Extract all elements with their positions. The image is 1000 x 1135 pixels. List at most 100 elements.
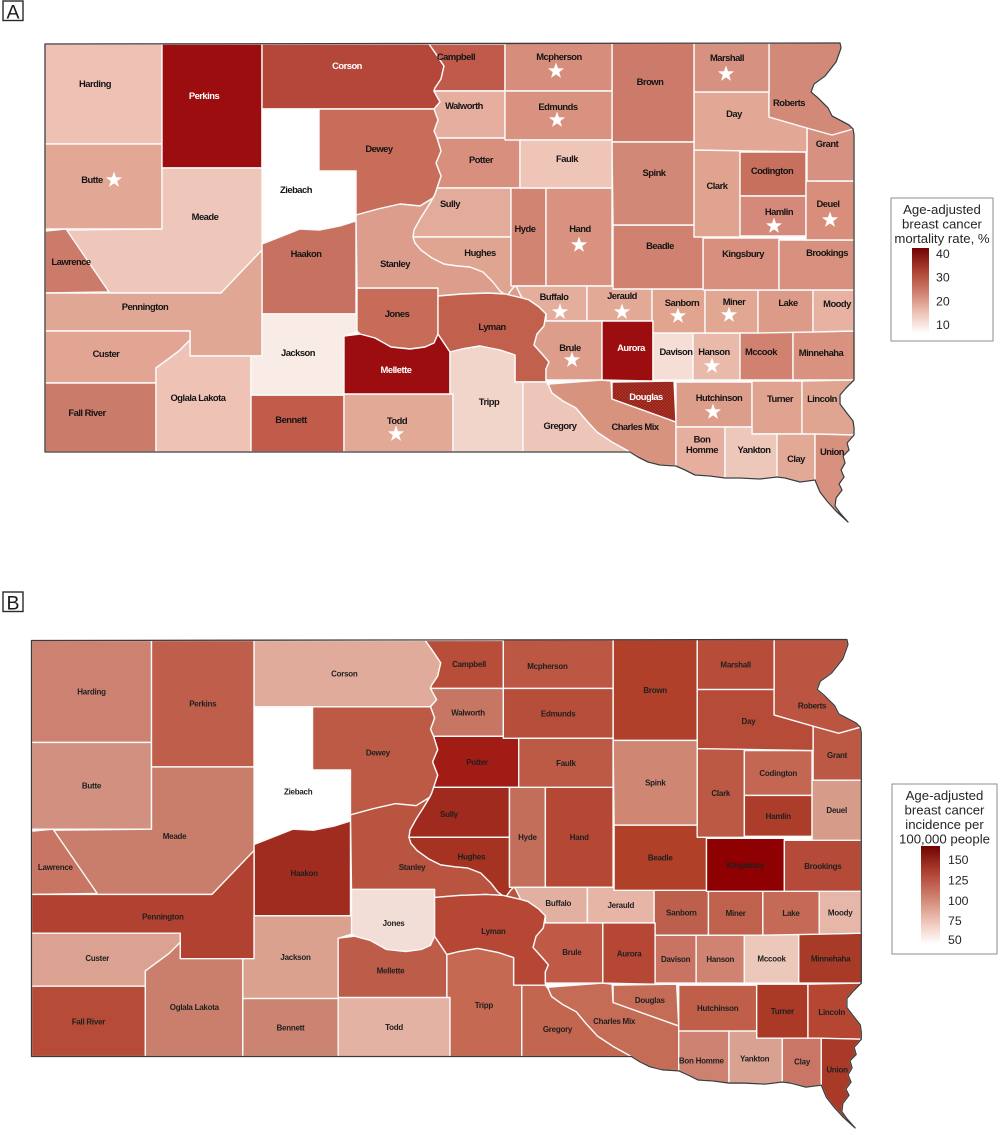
svg-text:Charles Mix: Charles Mix <box>611 421 659 432</box>
svg-text:Edmunds: Edmunds <box>541 709 576 718</box>
svg-text:Brown: Brown <box>643 686 667 695</box>
svg-text:150: 150 <box>948 853 969 867</box>
svg-text:Lincoln: Lincoln <box>818 1008 845 1017</box>
svg-text:Turner: Turner <box>771 1007 794 1016</box>
svg-text:Spink: Spink <box>642 167 666 178</box>
svg-text:Day: Day <box>742 717 757 726</box>
svg-text:Turner: Turner <box>767 393 794 404</box>
svg-text:B: B <box>6 592 19 614</box>
svg-text:Dewey: Dewey <box>366 749 391 758</box>
svg-text:Lyman: Lyman <box>481 927 506 936</box>
svg-text:Bennett: Bennett <box>275 414 307 425</box>
svg-text:Perkins: Perkins <box>189 700 217 709</box>
svg-text:Day: Day <box>726 108 743 119</box>
svg-text:Oglala Lakota: Oglala Lakota <box>171 392 227 403</box>
svg-text:Davison: Davison <box>661 955 691 964</box>
svg-text:Buffalo: Buffalo <box>540 291 570 302</box>
svg-text:Fall River: Fall River <box>72 1017 106 1026</box>
svg-text:Yankton: Yankton <box>740 1055 770 1064</box>
svg-text:Jones: Jones <box>383 919 406 928</box>
svg-text:Age-adjusted: Age-adjusted <box>903 202 981 217</box>
svg-text:Moody: Moody <box>823 298 852 309</box>
svg-text:Potter: Potter <box>469 154 494 165</box>
svg-text:Lawrence: Lawrence <box>38 863 74 872</box>
svg-text:Hanson: Hanson <box>698 346 730 357</box>
svg-text:Clark: Clark <box>711 789 731 798</box>
svg-text:Stanley: Stanley <box>380 258 411 269</box>
svg-text:Lyman: Lyman <box>478 321 506 332</box>
svg-text:Brule: Brule <box>562 948 582 957</box>
svg-text:100,000 people: 100,000 people <box>899 832 990 847</box>
svg-text:Charles Mix: Charles Mix <box>593 1017 636 1026</box>
svg-text:mortality rate, %: mortality rate, % <box>894 231 990 246</box>
svg-text:Bon: Bon <box>694 434 711 445</box>
svg-text:Roberts: Roberts <box>773 97 805 108</box>
svg-text:Clay: Clay <box>794 1058 811 1067</box>
svg-text:Todd: Todd <box>385 1023 403 1032</box>
svg-text:125: 125 <box>948 874 969 888</box>
svg-text:Aurora: Aurora <box>617 342 646 353</box>
svg-text:Moody: Moody <box>828 909 853 918</box>
svg-text:Sully: Sully <box>440 810 459 819</box>
svg-text:Gregory: Gregory <box>544 420 578 431</box>
svg-text:Tripp: Tripp <box>479 396 500 407</box>
svg-text:Haakon: Haakon <box>290 869 318 878</box>
svg-text:Bennett: Bennett <box>277 1023 306 1032</box>
svg-text:Jackson: Jackson <box>280 953 311 962</box>
svg-text:Mcpherson: Mcpherson <box>536 51 582 62</box>
svg-text:20: 20 <box>936 294 950 308</box>
svg-text:Grant: Grant <box>816 138 839 149</box>
svg-text:Butte: Butte <box>81 174 103 185</box>
svg-text:Campbell: Campbell <box>452 660 486 669</box>
svg-text:Ziebach: Ziebach <box>284 787 313 796</box>
svg-text:Haakon: Haakon <box>291 248 323 259</box>
svg-text:Corson: Corson <box>332 60 363 71</box>
svg-text:Marshall: Marshall <box>720 660 750 669</box>
svg-text:Sanborn: Sanborn <box>665 297 700 308</box>
svg-text:Walworth: Walworth <box>445 100 484 111</box>
svg-text:Kingsbury: Kingsbury <box>727 861 765 870</box>
svg-text:40: 40 <box>936 247 950 261</box>
svg-text:Mccook: Mccook <box>757 955 786 964</box>
svg-text:Custer: Custer <box>93 348 121 359</box>
svg-text:Douglas: Douglas <box>629 391 663 402</box>
svg-text:Codington: Codington <box>751 165 794 176</box>
svg-text:Dewey: Dewey <box>365 143 393 154</box>
svg-text:Walworth: Walworth <box>451 708 485 717</box>
svg-text:Yankton: Yankton <box>738 444 772 455</box>
svg-text:Buffalo: Buffalo <box>545 899 571 908</box>
svg-text:Faulk: Faulk <box>556 759 576 768</box>
svg-text:Mellette: Mellette <box>381 364 412 375</box>
svg-text:Hughes: Hughes <box>464 247 496 258</box>
svg-text:Todd: Todd <box>387 415 408 426</box>
svg-text:Brown: Brown <box>637 76 664 87</box>
svg-text:Hutchinson: Hutchinson <box>697 1004 739 1013</box>
svg-text:Davison: Davison <box>660 346 694 357</box>
svg-text:Gregory: Gregory <box>543 1025 573 1034</box>
svg-text:incidence per: incidence per <box>905 817 984 832</box>
svg-text:Jerauld: Jerauld <box>607 290 638 301</box>
svg-text:Campbell: Campbell <box>437 51 475 62</box>
svg-text:Jackson: Jackson <box>281 347 316 358</box>
svg-text:Kingsbury: Kingsbury <box>722 248 765 259</box>
svg-text:Miner: Miner <box>726 909 746 918</box>
svg-text:Hanson: Hanson <box>706 955 734 964</box>
svg-text:Clark: Clark <box>707 180 729 191</box>
svg-text:Ziebach: Ziebach <box>280 184 313 195</box>
svg-text:Harding: Harding <box>77 687 106 696</box>
svg-text:Hughes: Hughes <box>458 852 487 861</box>
svg-text:10: 10 <box>936 318 950 332</box>
svg-text:Homme: Homme <box>686 444 718 455</box>
svg-text:Oglala Lakota: Oglala Lakota <box>170 1003 220 1012</box>
svg-text:Fall River: Fall River <box>68 407 106 418</box>
svg-text:Pennington: Pennington <box>122 301 169 312</box>
svg-text:Miner: Miner <box>723 296 746 307</box>
svg-text:Hand: Hand <box>570 833 589 842</box>
svg-text:Tripp: Tripp <box>475 1001 494 1010</box>
svg-text:Age-adjusted: Age-adjusted <box>906 788 984 803</box>
svg-text:Grant: Grant <box>827 751 848 760</box>
svg-text:Brookings: Brookings <box>806 247 848 258</box>
svg-text:Hamlin: Hamlin <box>765 206 794 217</box>
svg-text:Mccook: Mccook <box>745 346 778 357</box>
svg-text:Jerauld: Jerauld <box>607 901 634 910</box>
